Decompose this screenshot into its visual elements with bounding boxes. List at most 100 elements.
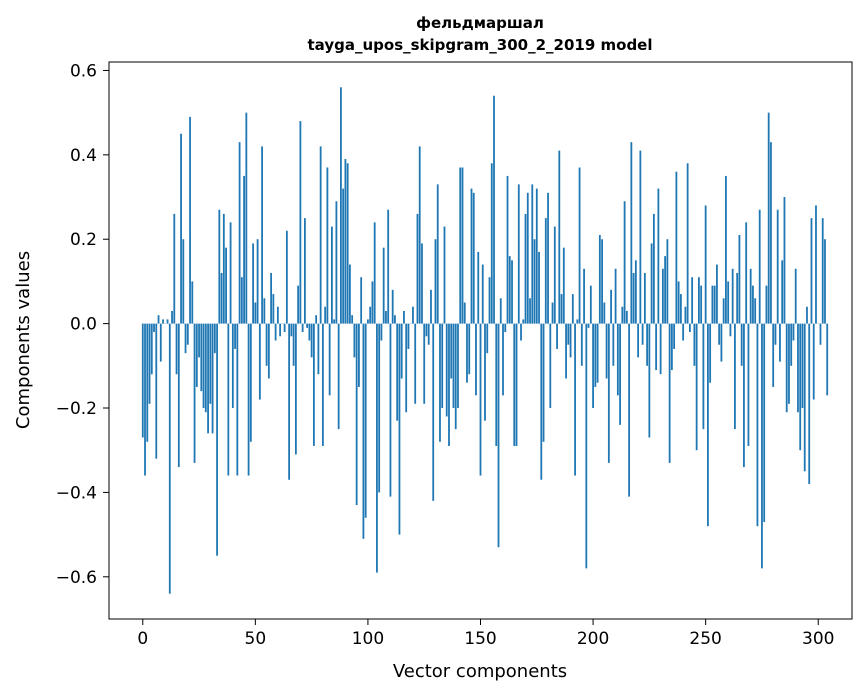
bar-293 bbox=[801, 323, 804, 409]
bar-294 bbox=[803, 323, 806, 472]
bar-228 bbox=[655, 323, 658, 371]
bar-189 bbox=[567, 323, 570, 345]
bar-128 bbox=[430, 289, 432, 324]
bar-298 bbox=[812, 323, 815, 400]
bar-213 bbox=[621, 306, 624, 324]
x-axis-label: Vector components bbox=[393, 661, 567, 682]
bar-299 bbox=[815, 205, 817, 324]
bar-224 bbox=[646, 323, 649, 366]
bar-104 bbox=[376, 323, 378, 573]
bar-170 bbox=[524, 213, 527, 324]
bar-98 bbox=[362, 323, 365, 539]
bar-100 bbox=[367, 319, 369, 324]
bar-5 bbox=[153, 323, 155, 333]
bar-101 bbox=[369, 306, 372, 324]
bar-94 bbox=[353, 323, 356, 358]
bar-277 bbox=[765, 285, 768, 324]
x-tick-label: 0 bbox=[137, 629, 148, 649]
bar-149 bbox=[477, 251, 480, 324]
bar-246 bbox=[695, 323, 698, 451]
bar-125 bbox=[423, 323, 426, 404]
bar-42 bbox=[236, 323, 239, 476]
bar-31 bbox=[211, 323, 214, 434]
bar-8 bbox=[159, 323, 162, 362]
bar-267 bbox=[743, 323, 745, 468]
bar-92 bbox=[349, 264, 351, 324]
bar-200 bbox=[592, 323, 594, 409]
bar-34 bbox=[218, 209, 221, 324]
bar-16 bbox=[177, 323, 180, 468]
bar-39 bbox=[229, 222, 232, 324]
bar-233 bbox=[666, 239, 669, 324]
bar-245 bbox=[693, 323, 696, 366]
bar-108 bbox=[385, 310, 387, 324]
bar-169 bbox=[522, 319, 525, 324]
bar-261 bbox=[729, 323, 732, 337]
bar-33 bbox=[216, 323, 218, 556]
x-tick-label: 100 bbox=[352, 629, 384, 649]
bar-259 bbox=[725, 175, 727, 324]
bar-132 bbox=[439, 323, 441, 442]
bar-186 bbox=[560, 294, 563, 324]
bar-0 bbox=[141, 323, 144, 438]
bar-185 bbox=[558, 150, 561, 324]
bar-288 bbox=[790, 323, 793, 366]
bar-226 bbox=[650, 243, 653, 324]
bar-37 bbox=[225, 247, 227, 324]
bar-165 bbox=[513, 323, 516, 446]
bar-211 bbox=[616, 323, 619, 396]
bar-174 bbox=[533, 239, 536, 324]
bar-6 bbox=[155, 323, 158, 459]
bar-248 bbox=[700, 285, 703, 324]
bar-44 bbox=[240, 277, 243, 324]
bar-82 bbox=[326, 167, 329, 324]
bar-2 bbox=[146, 323, 149, 442]
bar-250 bbox=[704, 205, 707, 324]
bar-109 bbox=[387, 209, 390, 324]
y-tick-label: 0.2 bbox=[70, 230, 97, 250]
bar-172 bbox=[529, 298, 531, 324]
bar-123 bbox=[418, 146, 421, 324]
bar-184 bbox=[556, 323, 558, 349]
bar-71 bbox=[301, 323, 304, 333]
bar-263 bbox=[734, 323, 736, 430]
bar-142 bbox=[461, 167, 464, 324]
bar-90 bbox=[344, 159, 347, 324]
bar-258 bbox=[722, 298, 725, 324]
bar-68 bbox=[294, 323, 297, 455]
bar-303 bbox=[824, 239, 826, 324]
bar-270 bbox=[749, 268, 752, 324]
bar-193 bbox=[576, 319, 579, 324]
bar-197 bbox=[585, 323, 588, 569]
bar-9 bbox=[162, 319, 164, 324]
bar-167 bbox=[517, 184, 520, 324]
bar-126 bbox=[425, 323, 428, 337]
bar-210 bbox=[614, 268, 617, 324]
bar-51 bbox=[256, 239, 259, 324]
bar-144 bbox=[466, 323, 468, 383]
bar-275 bbox=[761, 323, 763, 569]
bar-181 bbox=[549, 323, 552, 409]
bar-276 bbox=[763, 323, 766, 522]
bar-55 bbox=[265, 323, 268, 366]
bar-148 bbox=[475, 323, 477, 396]
bar-304 bbox=[826, 323, 829, 396]
bar-124 bbox=[421, 243, 423, 324]
bar-199 bbox=[589, 285, 592, 324]
bar-256 bbox=[718, 323, 721, 345]
bar-145 bbox=[468, 323, 471, 375]
bar-253 bbox=[711, 285, 714, 324]
bar-235 bbox=[670, 323, 673, 371]
bar-105 bbox=[378, 323, 381, 493]
bar-159 bbox=[499, 298, 502, 324]
bar-154 bbox=[488, 277, 491, 324]
bar-265 bbox=[738, 235, 741, 324]
bar-239 bbox=[679, 294, 682, 324]
y-tick-label: 0.4 bbox=[70, 146, 97, 166]
bar-232 bbox=[664, 256, 667, 324]
bar-135 bbox=[445, 323, 448, 417]
bar-61 bbox=[279, 323, 282, 337]
x-tick-label: 200 bbox=[577, 629, 609, 649]
bar-14 bbox=[173, 213, 176, 324]
bar-49 bbox=[252, 243, 254, 324]
